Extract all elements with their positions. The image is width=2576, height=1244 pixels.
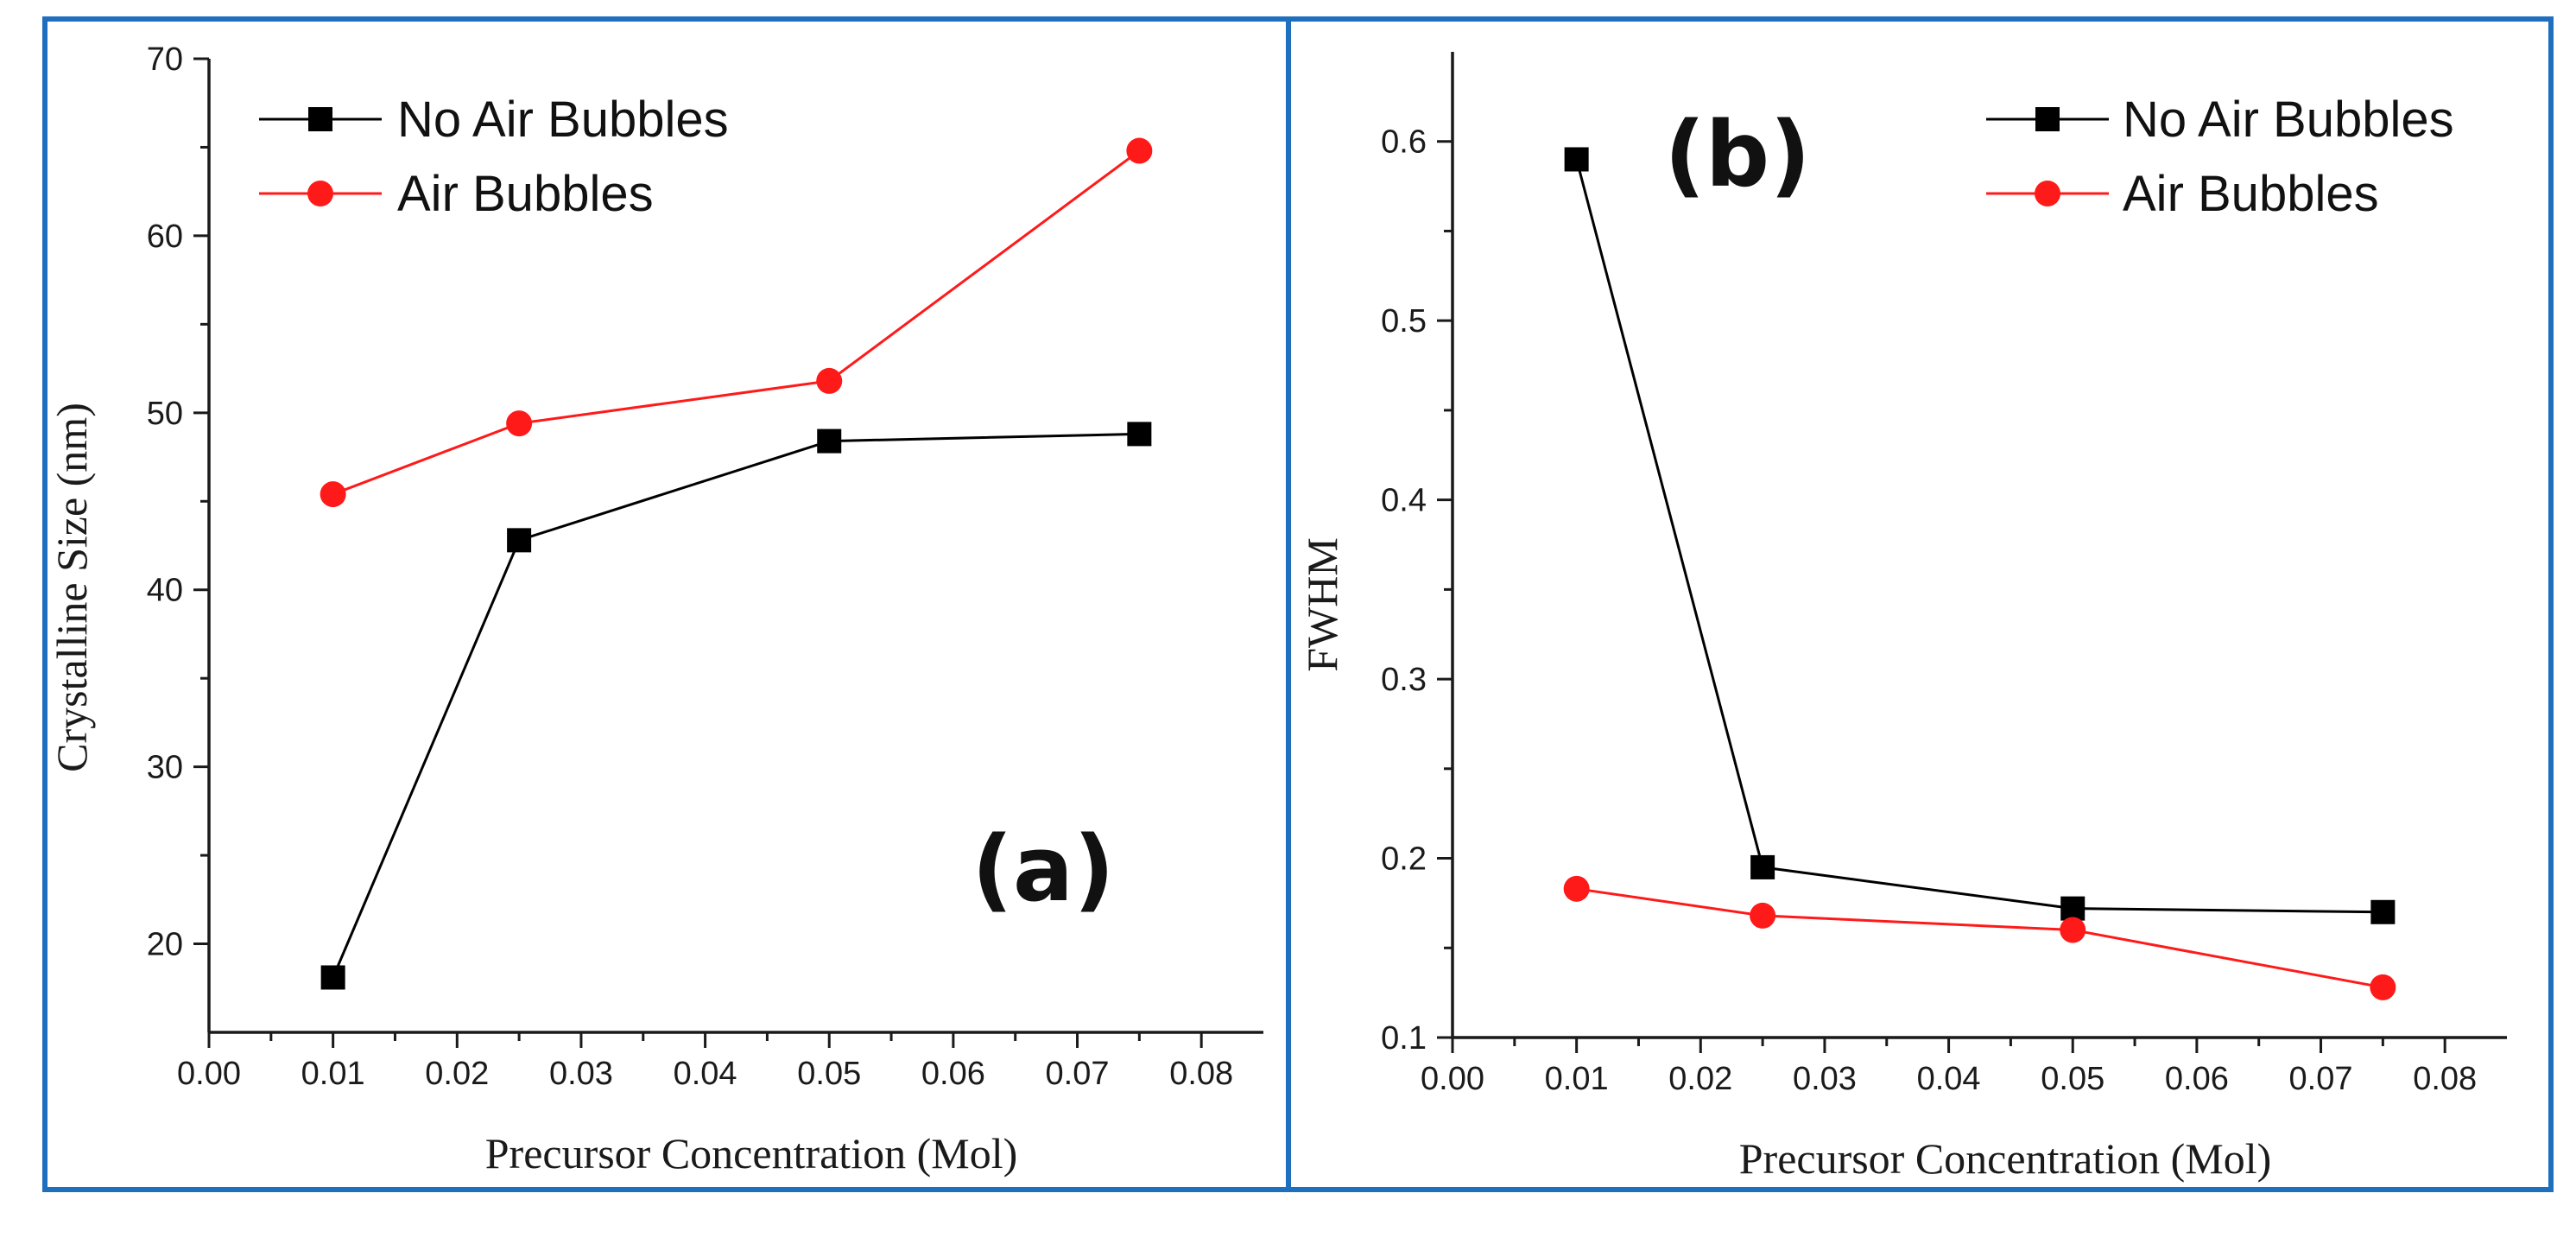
chart-b-ticks: 0.00 0.01 0.02 0.03 0.04 0.05 0.06 0.07 0.08 0.1 0… — [1381, 124, 2477, 1097]
chart-b-x-tick-label: 0.00 — [1421, 1061, 1484, 1097]
chart-b-point-no-air — [2370, 899, 2396, 924]
chart-a-ticks: 0.00 0.01 0.02 0.03 0.04 0.05 0.06 0.07 0.08 20 30… — [147, 41, 1233, 1092]
chart-a-legend: No Air Bubbles Air Bubbles — [259, 92, 729, 222]
chart-a-y-tick-label: 60 — [147, 219, 183, 255]
chart-b-point-air — [1750, 902, 1776, 929]
chart-b-point-no-air — [2060, 896, 2085, 921]
chart-a-lines — [332, 149, 1141, 979]
chart-b-x-tick-label: 0.05 — [2041, 1061, 2104, 1097]
chart-a-legend-label-no-air: No Air Bubbles — [397, 92, 729, 148]
chart-a-y-tick-label: 20 — [147, 927, 183, 963]
chart-a-x-tick-label: 0.01 — [301, 1056, 365, 1092]
chart-b-legend-marker-air — [2035, 181, 2060, 206]
chart-b-y-tick-label: 0.3 — [1381, 662, 1427, 698]
chart-a-point-air — [1126, 137, 1153, 164]
chart-b-markers — [1563, 147, 2396, 1000]
chart-a-x-tick-label: 0.02 — [425, 1056, 489, 1092]
chart-a-series-line-air — [332, 149, 1141, 496]
chart-a-point-no-air — [1127, 422, 1152, 447]
chart-b-x-tick-label: 0.04 — [1917, 1061, 1981, 1097]
chart-a-y-tick-label: 50 — [147, 396, 183, 432]
chart-a-y-tick-label: 70 — [147, 41, 183, 78]
chart-b-point-air — [2370, 974, 2396, 1000]
chart-a-x-tick-label: 0.00 — [177, 1056, 241, 1092]
chart-a-point-air — [816, 367, 843, 394]
chart-b-point-no-air — [1750, 854, 1775, 879]
chart-b-point-air — [1563, 875, 1590, 902]
chart-a-x-tick-label: 0.05 — [797, 1056, 861, 1092]
chart-b-series-line-no-air — [1575, 159, 2383, 914]
chart-b-point-no-air — [1564, 147, 1589, 172]
chart-a-point-air — [320, 481, 346, 508]
panel-a-border — [42, 16, 1291, 1192]
chart-b-x-axis-title: Precursor Concentration (Mol) — [1739, 1134, 2272, 1183]
chart-b-y-tick-label: 0.6 — [1381, 124, 1427, 161]
chart-b-point-air — [2060, 917, 2086, 943]
chart-a-point-no-air — [320, 965, 345, 990]
chart-b-y-tick-label: 0.5 — [1381, 303, 1427, 340]
chart-b-x-tick-label: 0.08 — [2413, 1061, 2477, 1097]
chart-a-legend-marker-air — [307, 181, 333, 206]
chart-b-legend-marker-no-air — [2035, 107, 2060, 131]
chart-a-markers — [320, 137, 1153, 990]
chart-a-y-axis-title: Crystalline Size (nm) — [47, 403, 96, 772]
chart-b-legend-label-air: Air Bubbles — [2123, 166, 2379, 222]
chart-a-series-line-no-air — [332, 432, 1140, 979]
chart-b-x-tick-label: 0.02 — [1668, 1061, 1732, 1097]
chart-a-legend-marker-no-air — [308, 107, 332, 131]
chart-b-y-tick-label: 0.1 — [1381, 1020, 1427, 1057]
panel-b-border — [1286, 16, 2554, 1192]
chart-a-point-no-air — [817, 428, 842, 454]
chart-b-panel-label: (b) — [1664, 102, 1811, 207]
chart-b-y-tick-label: 0.2 — [1381, 841, 1427, 878]
chart-b-lines — [1575, 159, 2383, 989]
chart-a-x-tick-label: 0.07 — [1046, 1056, 1110, 1092]
chart-a-x-tick-label: 0.06 — [921, 1056, 985, 1092]
chart-a-x-tick-label: 0.04 — [674, 1056, 737, 1092]
chart-a-x-tick-label: 0.08 — [1169, 1056, 1233, 1092]
chart-a: 0.00 0.01 0.02 0.03 0.04 0.05 0.06 0.07 0.08 20 30… — [47, 41, 1263, 1177]
chart-a-point-no-air — [507, 528, 532, 553]
chart-a-x-axis-title: Precursor Concentration (Mol) — [485, 1129, 1018, 1177]
chart-a-y-tick-label: 40 — [147, 573, 183, 609]
chart-b-x-tick-label: 0.06 — [2165, 1061, 2229, 1097]
chart-b-x-tick-label: 0.03 — [1793, 1061, 1857, 1097]
chart-b-legend: No Air Bubbles Air Bubbles — [1986, 92, 2454, 222]
chart-b-legend-label-no-air: No Air Bubbles — [2123, 92, 2454, 148]
chart-b-x-tick-label: 0.01 — [1545, 1061, 1609, 1097]
chart-b-y-tick-label: 0.4 — [1381, 483, 1427, 519]
chart-a-point-air — [506, 410, 533, 437]
chart-a-panel-label: (a) — [972, 816, 1114, 922]
chart-a-y-tick-label: 30 — [147, 750, 183, 786]
chart-b-y-axis-title: FWHM — [1298, 537, 1346, 672]
chart-b-x-tick-label: 0.07 — [2289, 1061, 2353, 1097]
chart-b-series-line-air — [1576, 887, 2383, 989]
chart-b: 0.00 0.01 0.02 0.03 0.04 0.05 0.06 0.07 0.08 0.1 0… — [1298, 52, 2507, 1183]
chart-a-legend-label-air: Air Bubbles — [397, 166, 654, 222]
chart-a-x-tick-label: 0.03 — [549, 1056, 613, 1092]
